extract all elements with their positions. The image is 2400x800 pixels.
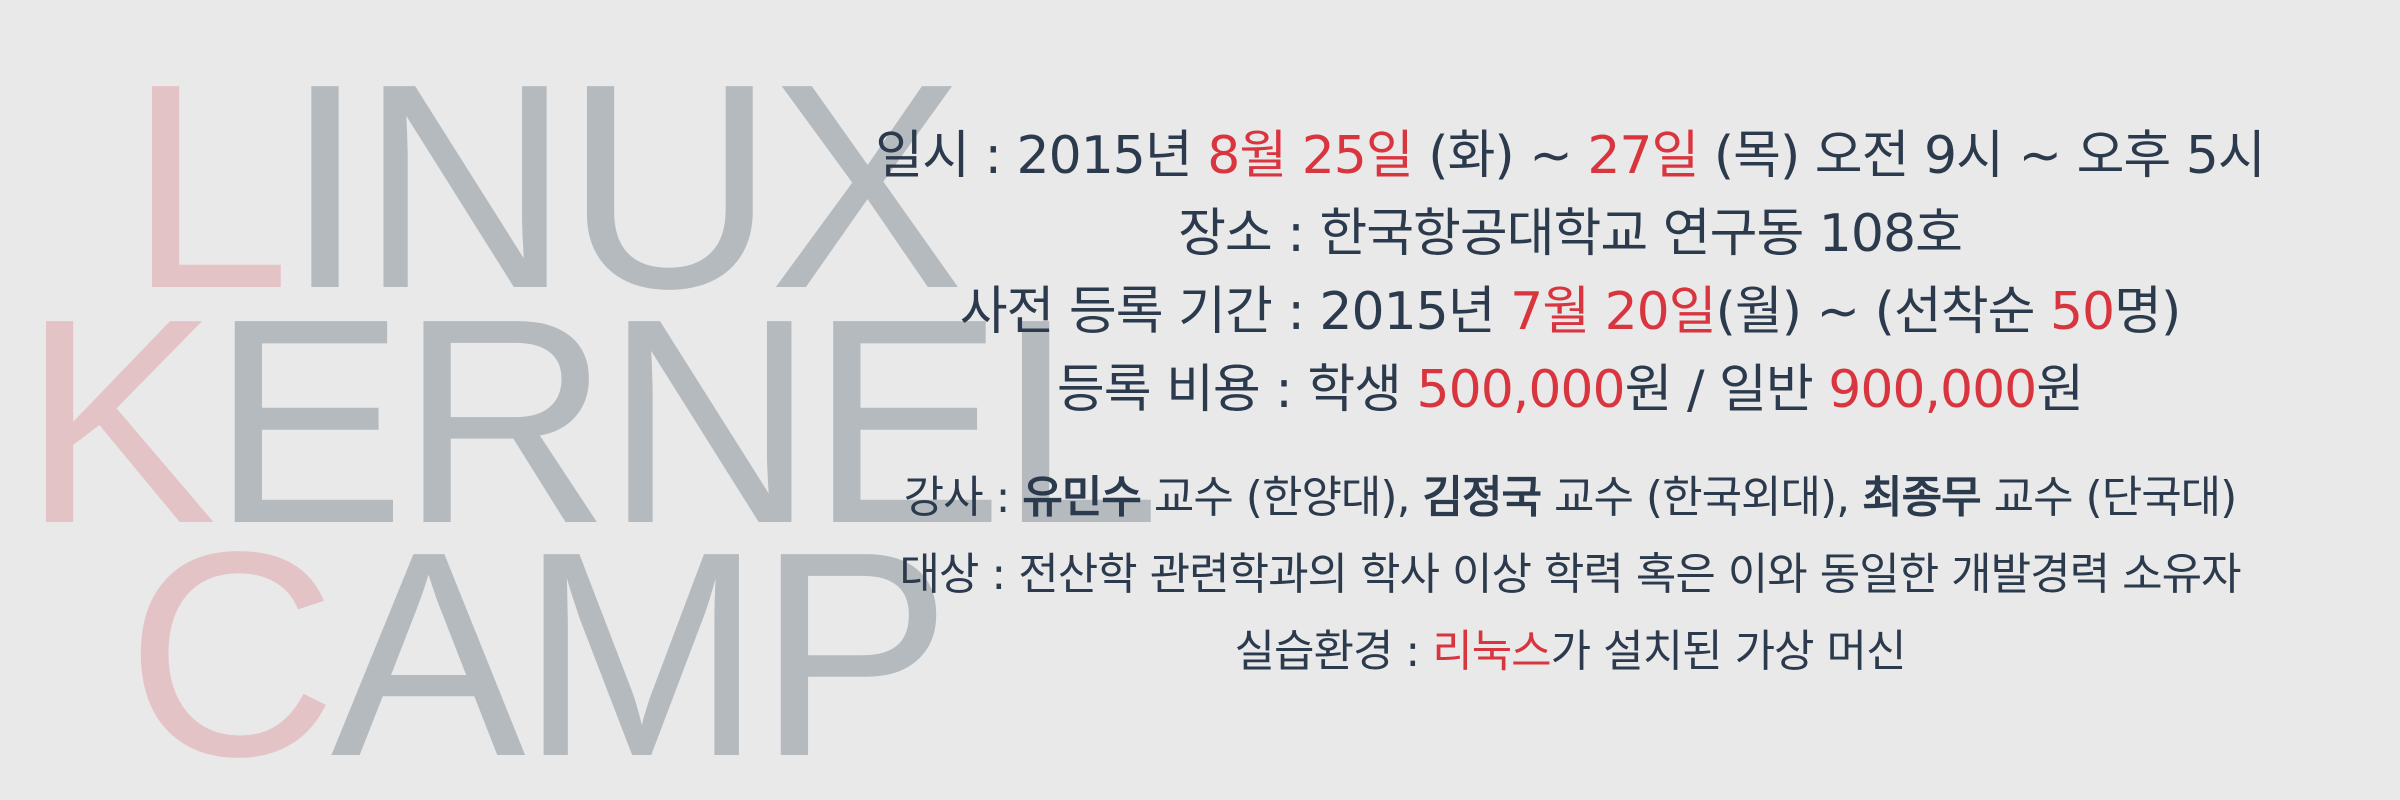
wordmark-line-camp: CAMP	[126, 508, 952, 800]
environment-label: 실습환경 :	[1234, 626, 1433, 677]
venue-text: 장소 : 한국항공대학교 연구동 108호	[1178, 204, 1963, 264]
schedule-start-date: 8월 25일	[1207, 126, 1413, 186]
instructor-name: 유민수	[1022, 472, 1141, 523]
registration-label: 사전 등록 기간 : 2015년	[959, 282, 1511, 342]
wordmark-line-linux: LINUX	[128, 40, 964, 332]
instructor-affiliation: 교수 (한양대),	[1140, 472, 1423, 523]
registration-suffix: 명)	[2114, 282, 2181, 342]
schedule-end-date: 27일	[1587, 126, 1699, 186]
schedule-label: 일시 : 2015년	[875, 126, 1208, 186]
instructors-line: 강사 : 유민수 교수 (한양대), 김정국 교수 (한국외대), 최종무 교수…	[770, 468, 2370, 528]
environment-line: 실습환경 : 리눅스가 설치된 가상 머신	[770, 622, 2370, 682]
registration-date: 7월 20일	[1510, 282, 1716, 342]
instructor-name: 김정국	[1422, 472, 1542, 523]
linux-kernel-camp-wordmark: LINUX KERNEL CAMP	[0, 0, 1160, 800]
instructors-label: 강사 :	[903, 472, 1023, 523]
environment-suffix: 가 설치된 가상 머신	[1550, 626, 1907, 677]
wordmark-initial: L	[128, 23, 290, 349]
schedule-end-rest: (목) 오전 9시 ~ 오후 5시	[1698, 126, 2266, 186]
audience-text: 대상 : 전산학 관련학과의 학사 이상 학력 혹은 이와 동일한 개발경력 소…	[899, 549, 2241, 600]
schedule-start-day: (화) ~	[1412, 126, 1588, 186]
venue-line: 장소 : 한국항공대학교 연구동 108호	[770, 198, 2370, 270]
environment-os: 리눅스	[1432, 626, 1551, 677]
fee-mid: 원 / 일반	[1624, 360, 1829, 420]
instructor-name: 최종무	[1862, 472, 1981, 523]
fee-student-amount: 500,000	[1416, 360, 1626, 420]
fee-general-amount: 900,000	[1828, 360, 2037, 420]
fee-label: 등록 비용 : 학생	[1056, 360, 1417, 420]
instructor-affiliation: 교수 (한국외대),	[1541, 472, 1863, 523]
wordmark-initial: K	[22, 258, 217, 584]
event-info: 일시 : 2015년 8월 25일 (화) ~ 27일 (목) 오전 9시 ~ …	[770, 0, 2370, 800]
wordmark-initial: C	[126, 491, 337, 800]
fee-line: 등록 비용 : 학생 500,000원 / 일반 900,000원	[770, 354, 2370, 426]
schedule-line: 일시 : 2015년 8월 25일 (화) ~ 27일 (목) 오전 9시 ~ …	[770, 120, 2370, 192]
registration-mid: (월) ~ (선착순	[1715, 282, 2050, 342]
audience-line: 대상 : 전산학 관련학과의 학사 이상 학력 혹은 이와 동일한 개발경력 소…	[770, 545, 2370, 605]
registration-count: 50	[2049, 282, 2115, 342]
registration-period-line: 사전 등록 기간 : 2015년 7월 20일(월) ~ (선착순 50명)	[770, 276, 2370, 348]
fee-suffix: 원	[2036, 360, 2084, 420]
wordmark-rest: ERNEL	[210, 258, 1161, 584]
wordmark-line-kernel: KERNEL	[22, 275, 1160, 567]
wordmark-rest: AMP	[330, 491, 952, 800]
wordmark-rest: INUX	[284, 23, 964, 349]
instructor-affiliation: 교수 (단국대)	[1980, 472, 2238, 523]
